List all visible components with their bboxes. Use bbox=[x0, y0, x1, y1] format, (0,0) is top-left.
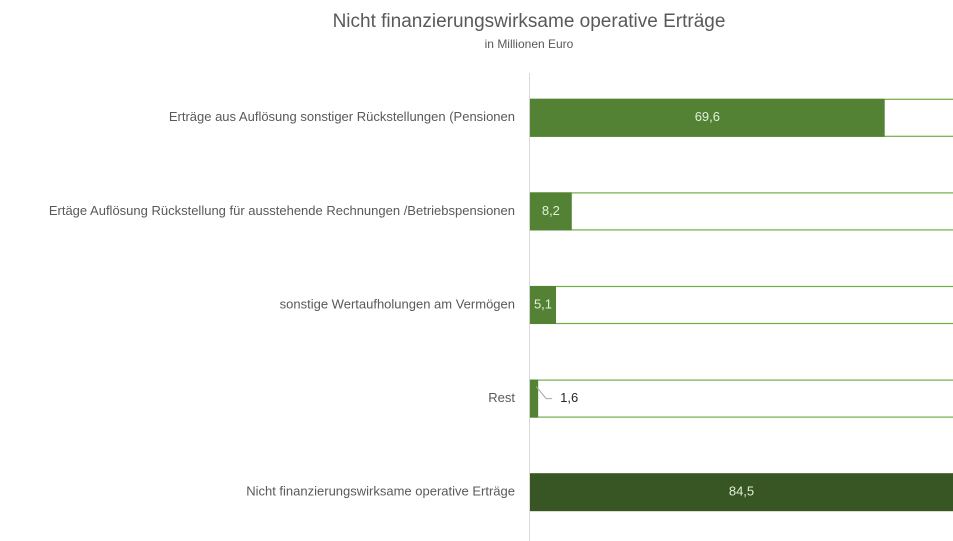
y-tick-label: Nicht finanzierungswirksame operative Er… bbox=[246, 484, 515, 499]
bar bbox=[530, 192, 572, 231]
bar bbox=[530, 286, 556, 324]
value-label: 8,2 bbox=[542, 203, 560, 218]
bar bbox=[530, 473, 953, 512]
value-label: 69,6 bbox=[695, 109, 720, 124]
chart-title: Nicht finanzierungswirksame operative Er… bbox=[333, 11, 726, 32]
value-label: 5,1 bbox=[534, 296, 552, 311]
value-label: 84,5 bbox=[729, 484, 754, 499]
bar bbox=[530, 98, 885, 137]
chart-subtitle: in Millionen Euro bbox=[485, 37, 574, 51]
bar-outline bbox=[529, 379, 953, 418]
leader-line bbox=[535, 386, 553, 400]
y-tick-label: Rest bbox=[488, 390, 515, 405]
value-label: 1,6 bbox=[560, 390, 578, 405]
y-tick-label: Ertäge Auflösung Rückstellung für ausste… bbox=[49, 203, 515, 218]
bar-outline bbox=[529, 285, 953, 325]
y-tick-label: Erträge aus Auflösung sonstiger Rückstel… bbox=[169, 109, 515, 124]
y-tick-label: sonstige Wertaufholungen am Vermögen bbox=[280, 296, 515, 311]
bar bbox=[530, 379, 539, 418]
bar-outline bbox=[529, 192, 953, 231]
